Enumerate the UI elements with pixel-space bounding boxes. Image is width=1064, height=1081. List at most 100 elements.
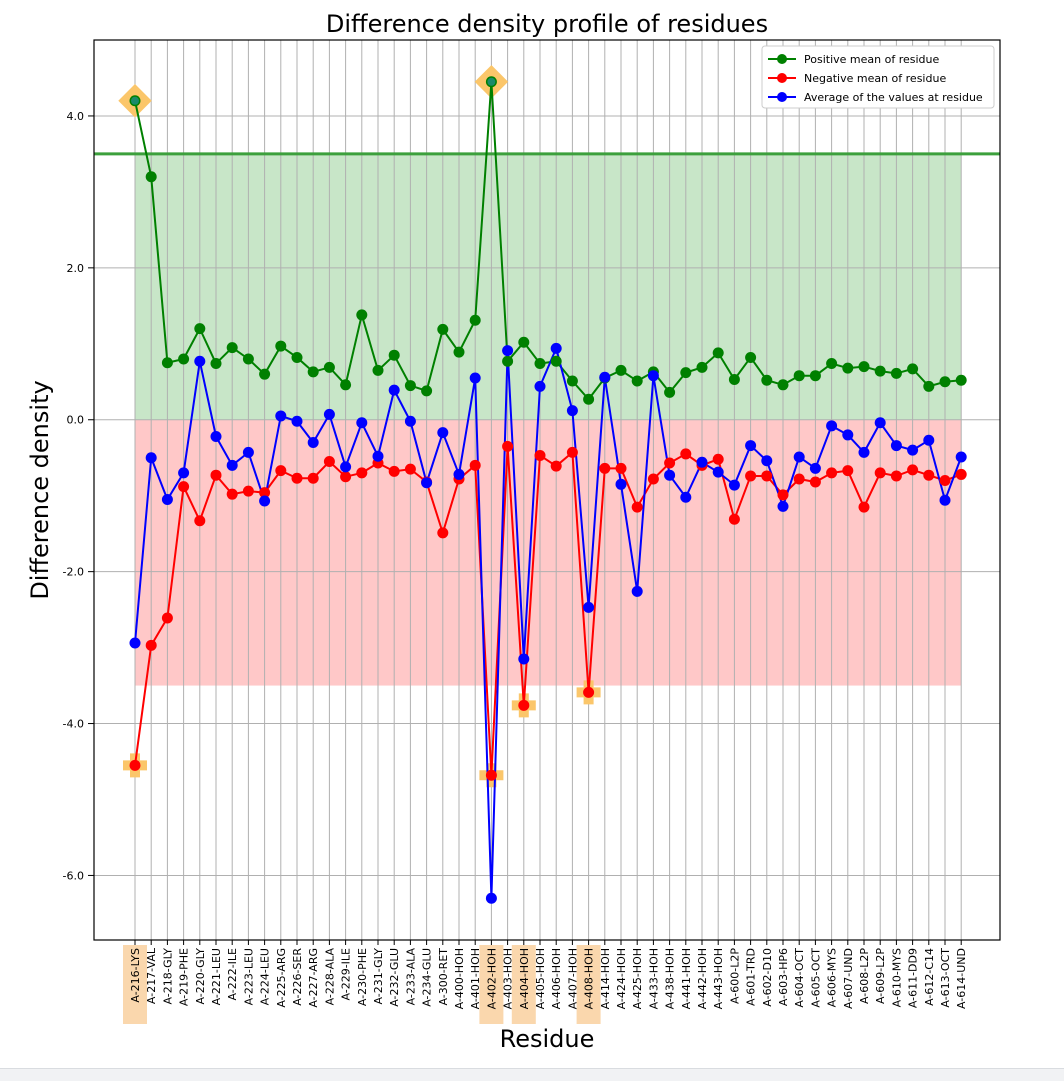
average-value-point	[728, 479, 740, 491]
x-tick-label: A-614-UND	[955, 948, 968, 1009]
average-value-point	[550, 342, 562, 354]
negative-band	[135, 419, 962, 686]
negative-mean-point	[242, 485, 254, 497]
positive-mean-point	[534, 358, 546, 370]
x-tick-label: A-425-HOH	[631, 948, 644, 1009]
average-value-point	[469, 372, 481, 384]
positive-mean-point	[793, 370, 805, 382]
x-tick-label: A-230-PHE	[356, 948, 369, 1006]
negative-mean-point	[631, 501, 643, 513]
average-value-point	[437, 427, 449, 439]
average-value-point	[777, 500, 789, 512]
positive-mean-point	[161, 357, 173, 369]
average-value-point	[761, 455, 773, 467]
average-value-point	[194, 355, 206, 367]
y-tick-label: 4.0	[67, 110, 85, 123]
x-tick-label: A-234-GLU	[421, 948, 434, 1007]
average-value-point	[907, 444, 919, 456]
positive-mean-point	[550, 355, 562, 367]
positive-mean-point	[518, 336, 530, 348]
x-tick-label: A-602-D10	[761, 948, 774, 1007]
negative-mean-point	[777, 489, 789, 501]
negative-mean-point	[161, 612, 173, 624]
positive-mean-point	[923, 380, 935, 392]
average-value-point	[923, 434, 935, 446]
negative-mean-line	[134, 446, 962, 776]
x-tick-label: A-441-HOH	[680, 948, 693, 1009]
negative-mean-point	[923, 469, 935, 481]
positive-mean-point	[145, 171, 157, 183]
legend-swatch-marker	[777, 92, 787, 102]
positive-band	[135, 153, 962, 420]
x-tick-label: A-219-PHE	[178, 948, 191, 1006]
x-tick-label: A-223-LEU	[242, 948, 255, 1005]
average-value-point	[826, 420, 838, 432]
x-tick-label: A-613-OCT	[939, 948, 952, 1008]
positive-mean-point	[696, 361, 708, 373]
positive-mean-line	[134, 81, 962, 401]
negative-mean-point	[842, 465, 854, 477]
x-tick-label: A-608-L2P	[858, 948, 871, 1004]
average-value-point	[356, 417, 368, 429]
negative-mean-point	[712, 453, 724, 465]
plot-frame	[93, 39, 1001, 941]
x-tick-label: A-407-HOH	[566, 948, 579, 1009]
negative-mean-point	[680, 448, 692, 460]
average-value-point	[599, 371, 611, 383]
average-value-point	[890, 440, 902, 452]
positive-mean-point	[388, 349, 400, 361]
negative-mean-point	[728, 513, 740, 525]
average-value-point	[259, 495, 271, 507]
positive-mean-point	[372, 364, 384, 376]
highlight-label-bg	[123, 945, 147, 1024]
average-value-point	[680, 491, 692, 503]
x-tick-label: A-228-ALA	[323, 948, 336, 1006]
negative-mean-point	[583, 686, 595, 698]
positive-mean-point	[210, 358, 222, 370]
negative-mean-point	[550, 460, 562, 472]
average-value-point	[388, 384, 400, 396]
negative-mean-point	[664, 457, 676, 469]
average-value-point	[145, 452, 157, 464]
average-value-point	[647, 370, 659, 382]
x-tick-label: A-221-LEU	[210, 948, 223, 1005]
average-value-point	[615, 478, 627, 490]
x-tick-label: A-401-HOH	[469, 948, 482, 1009]
highlight-label-bg	[479, 945, 504, 1024]
negative-mean-point	[485, 769, 497, 781]
average-value-point	[275, 410, 287, 422]
x-tick-label: A-605-OCT	[809, 948, 822, 1008]
negative-mean-point	[340, 471, 352, 483]
average-value-point	[631, 585, 643, 597]
x-tick-label: A-231-GLY	[372, 948, 385, 1005]
x-tick-label: A-226-SER	[291, 948, 304, 1006]
negative-mean-point	[469, 459, 481, 471]
positive-mean-point	[826, 358, 838, 370]
negative-mean-point	[826, 467, 838, 479]
positive-mean-point	[437, 323, 449, 335]
legend-box	[761, 45, 995, 109]
average-value-point	[858, 446, 870, 458]
legend-label: Average of the values at residue	[804, 91, 983, 104]
positive-mean-point	[583, 393, 595, 405]
positive-mean-point	[469, 314, 481, 326]
x-tick-label: A-609-L2P	[874, 948, 887, 1004]
average-value-point	[178, 467, 190, 479]
negative-mean-point	[955, 468, 967, 480]
highlight-label-bg	[511, 945, 536, 1024]
negative-mean-point	[874, 467, 886, 479]
x-tick-label: A-227-ARG	[307, 948, 320, 1008]
positive-mean-point	[226, 342, 238, 354]
negative-mean-point	[275, 465, 287, 477]
x-tick-label: A-404-HOH	[518, 948, 531, 1009]
positive-mean-point	[421, 385, 433, 397]
negative-mean-point	[178, 481, 190, 493]
x-tick-label: A-218-GLY	[161, 948, 174, 1005]
positive-mean-point	[178, 353, 190, 365]
average-value-point	[939, 494, 951, 506]
x-tick-label: A-610-MYS	[890, 948, 903, 1007]
positive-mean-point	[194, 323, 206, 335]
positive-mean-point	[874, 365, 886, 377]
negative-mean-point	[615, 462, 627, 474]
x-tick-label: A-612-C14	[923, 948, 936, 1006]
